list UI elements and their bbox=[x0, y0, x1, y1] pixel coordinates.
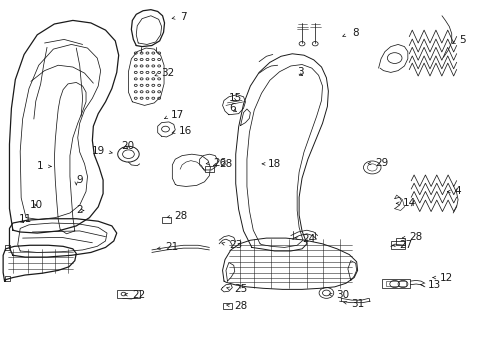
Text: 29: 29 bbox=[374, 158, 387, 168]
Text: 13: 13 bbox=[427, 280, 440, 290]
Text: 27: 27 bbox=[399, 240, 412, 250]
Bar bbox=[117, 291, 140, 298]
Bar bbox=[162, 217, 170, 224]
Bar bbox=[395, 238, 404, 245]
Text: 26: 26 bbox=[212, 158, 225, 168]
Text: 32: 32 bbox=[161, 68, 175, 78]
Text: 8: 8 bbox=[351, 28, 358, 38]
Text: 23: 23 bbox=[228, 240, 242, 250]
Text: 10: 10 bbox=[30, 200, 43, 210]
Text: 4: 4 bbox=[453, 186, 460, 197]
Text: 11: 11 bbox=[19, 215, 32, 224]
Text: 3: 3 bbox=[296, 67, 303, 77]
Text: 28: 28 bbox=[173, 211, 187, 221]
Text: 21: 21 bbox=[165, 242, 179, 252]
Text: 28: 28 bbox=[233, 301, 246, 311]
Text: 16: 16 bbox=[178, 126, 191, 135]
Text: 30: 30 bbox=[335, 291, 348, 301]
Text: 9: 9 bbox=[76, 175, 83, 185]
Bar bbox=[223, 303, 231, 310]
Bar bbox=[385, 282, 406, 286]
Text: 28: 28 bbox=[408, 232, 422, 242]
Text: 12: 12 bbox=[439, 273, 452, 283]
Text: 22: 22 bbox=[132, 291, 145, 301]
Text: 31: 31 bbox=[350, 299, 363, 309]
Text: 20: 20 bbox=[122, 141, 135, 151]
Text: 6: 6 bbox=[228, 103, 235, 113]
Text: 5: 5 bbox=[458, 35, 465, 45]
Text: 18: 18 bbox=[267, 159, 281, 169]
Text: 2: 2 bbox=[76, 206, 83, 216]
Text: 28: 28 bbox=[219, 159, 232, 169]
Text: 1: 1 bbox=[37, 161, 43, 171]
Text: 17: 17 bbox=[170, 111, 183, 121]
Bar bbox=[381, 279, 409, 288]
Text: 15: 15 bbox=[228, 93, 242, 103]
Text: 7: 7 bbox=[180, 12, 186, 22]
Text: 25: 25 bbox=[233, 284, 246, 294]
Bar bbox=[390, 241, 405, 249]
Text: 14: 14 bbox=[402, 198, 415, 208]
Text: 24: 24 bbox=[302, 234, 315, 244]
Text: 19: 19 bbox=[92, 146, 105, 156]
Bar bbox=[204, 166, 213, 172]
